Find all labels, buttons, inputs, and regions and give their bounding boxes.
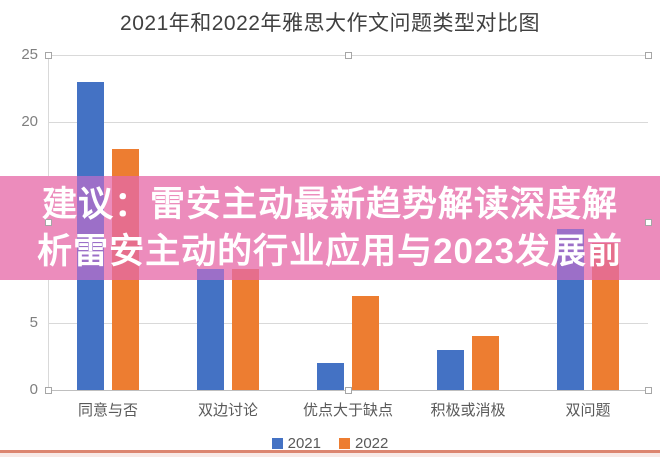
banner-text-line1: 建议：雷安主动最新趋势解读深度解 [41, 185, 618, 224]
bar-2022-cat2[interactable] [352, 296, 379, 390]
category-label: 优点大于缺点 [302, 402, 393, 419]
bar-tint-2022-cat1 [232, 269, 259, 280]
category-label: 双边讨论 [197, 402, 258, 419]
y-tick-label: 0 [29, 381, 38, 398]
resize-handle[interactable] [344, 386, 352, 394]
banner-text-line2: 析雷安主动的行业应用与2023发展前 [37, 232, 623, 271]
legend-item-2021[interactable]: 2021 [271, 434, 321, 452]
gridline [48, 322, 648, 324]
y-tick-label: 25 [21, 46, 38, 63]
legend-swatch-2021 [271, 437, 283, 449]
category-label: 积极或消极 [430, 402, 506, 419]
bar-2021-cat3[interactable] [437, 349, 464, 390]
resize-handle[interactable] [44, 386, 52, 394]
legend-item-2022[interactable]: 2022 [339, 435, 388, 452]
bar-2021-cat1[interactable] [197, 269, 224, 390]
bar-2022-cat1[interactable] [232, 269, 259, 390]
y-tick-label: 5 [29, 314, 38, 331]
resize-handle[interactable] [644, 51, 652, 59]
resize-handle[interactable] [644, 386, 652, 394]
bar-tint-2021-cat1 [197, 269, 224, 280]
category-label: 双问题 [565, 402, 611, 419]
bottom-page-strip [0, 450, 660, 457]
resize-handle[interactable] [44, 219, 52, 226]
bottom-strip-fill [0, 453, 660, 457]
chart-title: 2021年和2022年雅思大作文问题类型对比图 [120, 12, 540, 35]
bar-tint-2022-cat0 [112, 176, 139, 280]
gridline [48, 121, 648, 123]
legend-label: 2022 [355, 434, 389, 452]
chart-legend: 2021 2022 [0, 433, 660, 453]
bar-tint-2021-cat4 [557, 229, 584, 280]
resize-handle[interactable] [644, 219, 652, 226]
legend-label: 2021 [287, 434, 321, 452]
resize-handle[interactable] [344, 51, 352, 59]
bottom-strip-line [0, 450, 660, 453]
bar-2021-cat2[interactable] [317, 363, 344, 390]
bar-2022-cat3[interactable] [472, 336, 499, 390]
category-label: 同意与否 [77, 402, 138, 419]
bar-tint-2022-cat4 [592, 242, 619, 280]
y-tick-label: 20 [21, 113, 38, 130]
promo-banner [0, 176, 660, 280]
resize-handle[interactable] [44, 51, 52, 59]
legend-swatch-2022 [339, 437, 350, 449]
bar-tint-2021-cat0 [77, 176, 104, 280]
